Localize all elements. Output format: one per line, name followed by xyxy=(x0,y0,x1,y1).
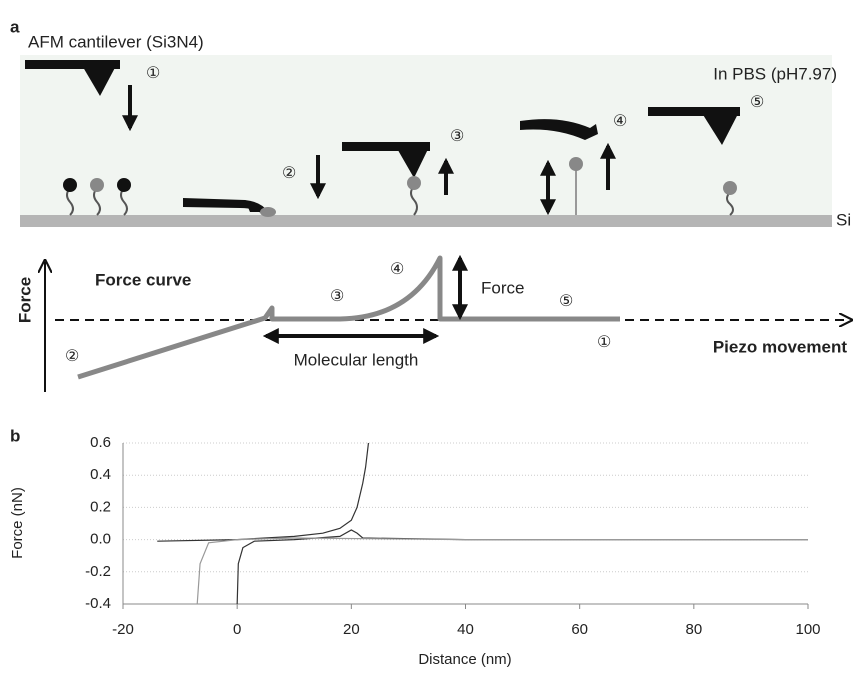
x-tick-label: 80 xyxy=(685,621,702,638)
step-3: ③ xyxy=(450,128,464,145)
length-label: Molecular length xyxy=(294,350,419,369)
data-line xyxy=(236,529,808,605)
curve-step-1: ① xyxy=(597,334,611,351)
molecule-heads xyxy=(63,157,737,217)
force-axis-label: Force xyxy=(15,277,34,323)
panel-label: a xyxy=(10,17,20,36)
step-4: ④ xyxy=(613,113,627,130)
step-1: ① xyxy=(146,65,160,82)
molecules xyxy=(66,168,734,216)
medium-label: In PBS (pH7.97) xyxy=(713,64,837,83)
piezo-axis-label: Piezo movement xyxy=(713,337,847,356)
substrate xyxy=(20,215,832,227)
force-label: Force xyxy=(481,278,524,297)
diagram xyxy=(25,60,740,214)
x-tick-label: -20 xyxy=(112,621,134,638)
y-tick-label: 0.2 xyxy=(90,498,111,515)
y-tick-label: 0.4 xyxy=(90,466,111,483)
curve-step-4: ④ xyxy=(390,261,404,278)
x-tick-label: 100 xyxy=(795,621,820,638)
x-axis-label: Distance (nm) xyxy=(418,651,511,668)
curve-step-2: ② xyxy=(65,348,79,365)
y-tick-label: -0.2 xyxy=(85,563,111,580)
y-tick-label: -0.4 xyxy=(85,595,111,612)
force-curve xyxy=(77,255,620,380)
step-5: ⑤ xyxy=(750,94,764,111)
medium-bg xyxy=(20,55,832,217)
step-2: ② xyxy=(282,165,296,182)
data-line xyxy=(196,537,808,605)
x-tick-label: 40 xyxy=(457,621,474,638)
y-tick-label: 0.6 xyxy=(90,434,111,451)
y-tick-label: 0.0 xyxy=(90,531,111,548)
substrate-label: Si xyxy=(836,210,851,229)
motion-arrows xyxy=(122,85,616,216)
panel-label-b: b xyxy=(10,426,20,445)
y-axis-label: Force (nN) xyxy=(9,487,26,559)
data-line xyxy=(157,442,370,542)
force-curve-title: Force curve xyxy=(95,270,191,289)
curve-step-5: ⑤ xyxy=(559,293,573,310)
x-tick-label: 0 xyxy=(233,621,241,638)
x-tick-label: 60 xyxy=(571,621,588,638)
cantilever-label: AFM cantilever (Si3N4) xyxy=(28,32,204,51)
x-tick-label: 20 xyxy=(343,621,360,638)
curve-step-3: ③ xyxy=(330,288,344,305)
